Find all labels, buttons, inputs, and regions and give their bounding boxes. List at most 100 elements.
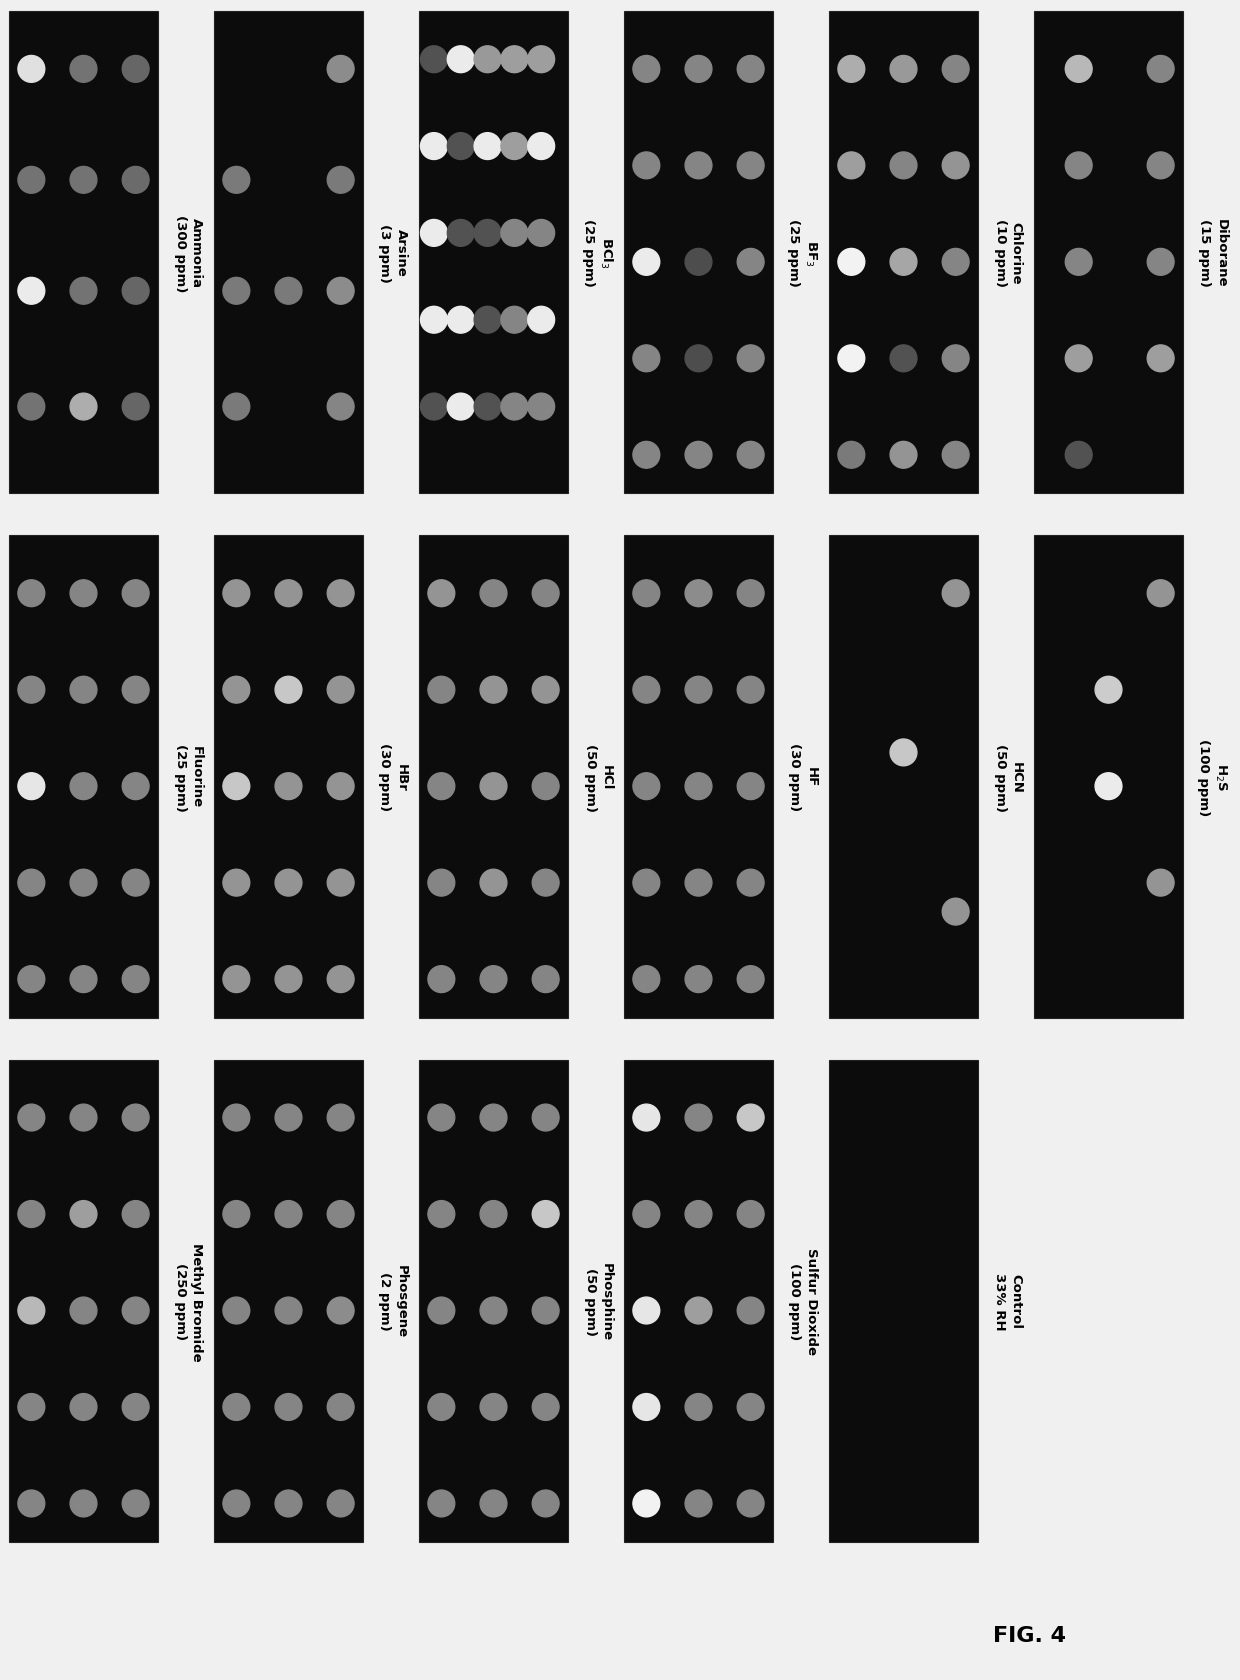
- Circle shape: [480, 870, 507, 897]
- Circle shape: [532, 1394, 559, 1421]
- Circle shape: [17, 581, 45, 606]
- Circle shape: [327, 581, 355, 606]
- Circle shape: [17, 1201, 45, 1228]
- Text: Fluorine
(25 ppm): Fluorine (25 ppm): [174, 743, 202, 811]
- Circle shape: [428, 1490, 455, 1517]
- Text: Sulfur Dioxide
(100 ppm): Sulfur Dioxide (100 ppm): [789, 1248, 817, 1354]
- Circle shape: [632, 677, 660, 704]
- Circle shape: [1147, 153, 1174, 180]
- Circle shape: [632, 966, 660, 993]
- Circle shape: [71, 279, 97, 306]
- Circle shape: [1065, 153, 1092, 180]
- Circle shape: [1147, 581, 1174, 606]
- Circle shape: [632, 773, 660, 800]
- Circle shape: [123, 1394, 149, 1421]
- Circle shape: [480, 1394, 507, 1421]
- Circle shape: [684, 966, 712, 993]
- Circle shape: [275, 773, 301, 800]
- Bar: [215, 12, 363, 494]
- Circle shape: [275, 581, 301, 606]
- Circle shape: [684, 1104, 712, 1131]
- Circle shape: [738, 346, 764, 373]
- Circle shape: [123, 870, 149, 897]
- Circle shape: [890, 249, 916, 276]
- Circle shape: [738, 153, 764, 180]
- Circle shape: [684, 153, 712, 180]
- Circle shape: [1095, 677, 1122, 704]
- Text: Control
33% RH: Control 33% RH: [993, 1272, 1023, 1331]
- Circle shape: [275, 1104, 301, 1131]
- Circle shape: [223, 1297, 249, 1324]
- Circle shape: [275, 1394, 301, 1421]
- Circle shape: [71, 1201, 97, 1228]
- Circle shape: [123, 57, 149, 84]
- Circle shape: [223, 1394, 249, 1421]
- Circle shape: [684, 346, 712, 373]
- Circle shape: [327, 1104, 355, 1131]
- Bar: [830, 1060, 978, 1542]
- Circle shape: [223, 1201, 249, 1228]
- Circle shape: [17, 393, 45, 420]
- Text: Phosphine
(50 ppm): Phosphine (50 ppm): [584, 1262, 613, 1341]
- Circle shape: [275, 1297, 301, 1324]
- Circle shape: [738, 677, 764, 704]
- Circle shape: [480, 1104, 507, 1131]
- Circle shape: [17, 1490, 45, 1517]
- Circle shape: [942, 581, 970, 606]
- Circle shape: [528, 134, 554, 160]
- Circle shape: [123, 966, 149, 993]
- Circle shape: [942, 899, 970, 926]
- Circle shape: [17, 677, 45, 704]
- Circle shape: [684, 773, 712, 800]
- Circle shape: [738, 870, 764, 897]
- Circle shape: [480, 773, 507, 800]
- Circle shape: [501, 307, 528, 334]
- Circle shape: [532, 1104, 559, 1131]
- Circle shape: [428, 1394, 455, 1421]
- Circle shape: [428, 677, 455, 704]
- Text: HCl
(50 ppm): HCl (50 ppm): [584, 743, 613, 811]
- Circle shape: [738, 773, 764, 800]
- Circle shape: [327, 1394, 355, 1421]
- Circle shape: [890, 739, 916, 766]
- Circle shape: [1065, 442, 1092, 469]
- Circle shape: [428, 1297, 455, 1324]
- Circle shape: [123, 677, 149, 704]
- Circle shape: [532, 1201, 559, 1228]
- Circle shape: [1065, 57, 1092, 84]
- Circle shape: [1147, 57, 1174, 84]
- Circle shape: [327, 966, 355, 993]
- Circle shape: [275, 1490, 301, 1517]
- Circle shape: [501, 134, 528, 160]
- Circle shape: [275, 279, 301, 306]
- Circle shape: [684, 581, 712, 606]
- Circle shape: [684, 677, 712, 704]
- Circle shape: [123, 393, 149, 420]
- Circle shape: [890, 57, 916, 84]
- Circle shape: [684, 1201, 712, 1228]
- Circle shape: [838, 346, 864, 373]
- Circle shape: [327, 1201, 355, 1228]
- Circle shape: [1147, 870, 1174, 897]
- Circle shape: [428, 581, 455, 606]
- Circle shape: [71, 57, 97, 84]
- Circle shape: [501, 220, 528, 247]
- Circle shape: [480, 1490, 507, 1517]
- Circle shape: [738, 1490, 764, 1517]
- Text: Chlorine
(10 ppm): Chlorine (10 ppm): [993, 218, 1023, 287]
- Circle shape: [327, 393, 355, 420]
- Circle shape: [501, 47, 528, 74]
- Text: Ammonia
(300 ppm): Ammonia (300 ppm): [174, 215, 202, 292]
- Circle shape: [684, 870, 712, 897]
- Circle shape: [738, 249, 764, 276]
- Circle shape: [17, 870, 45, 897]
- Circle shape: [532, 870, 559, 897]
- Circle shape: [71, 168, 97, 195]
- Circle shape: [890, 153, 916, 180]
- Circle shape: [738, 581, 764, 606]
- Circle shape: [71, 393, 97, 420]
- Circle shape: [327, 870, 355, 897]
- Circle shape: [942, 57, 970, 84]
- Circle shape: [428, 773, 455, 800]
- Circle shape: [17, 1104, 45, 1131]
